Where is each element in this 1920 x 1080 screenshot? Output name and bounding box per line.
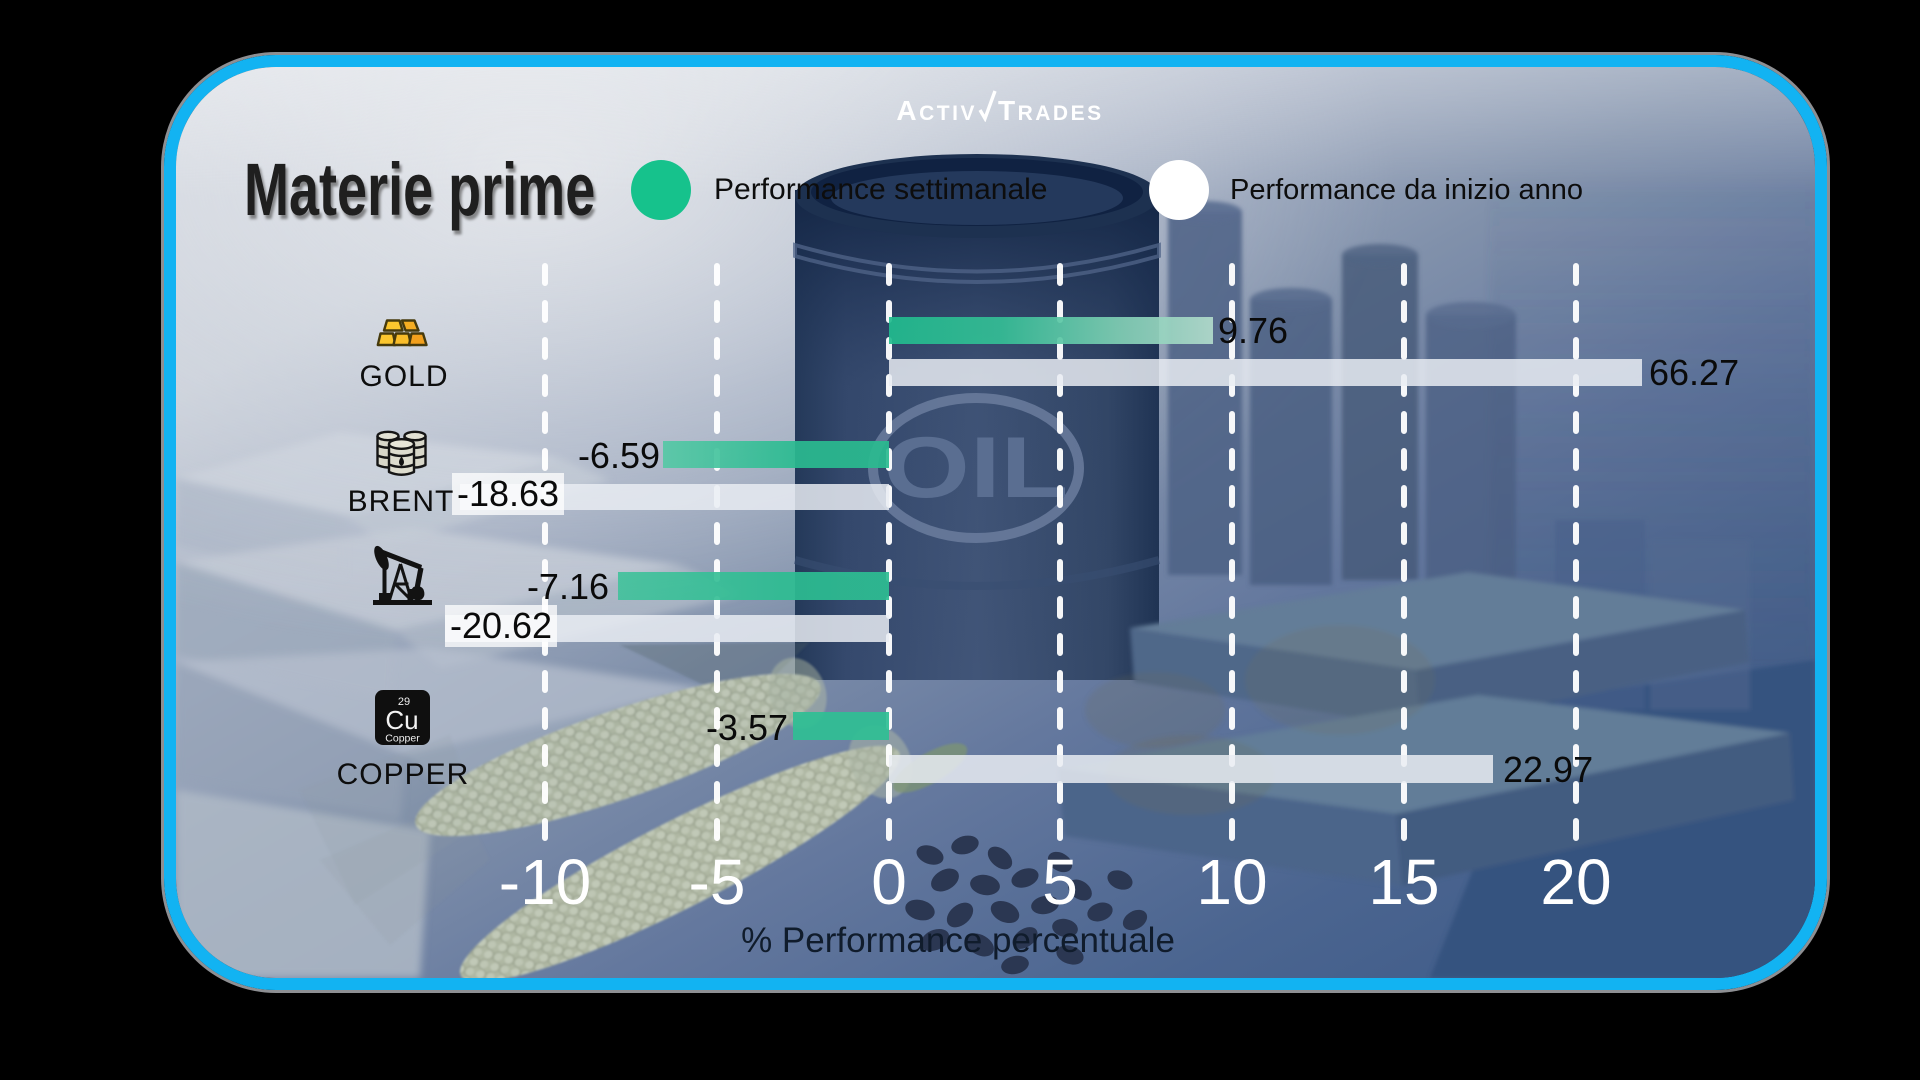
svg-text:OIL: OIL xyxy=(884,420,1069,516)
svg-text:29: 29 xyxy=(398,696,410,708)
svg-text:Copper: Copper xyxy=(385,733,420,745)
svg-text:Cu: Cu xyxy=(385,705,418,735)
